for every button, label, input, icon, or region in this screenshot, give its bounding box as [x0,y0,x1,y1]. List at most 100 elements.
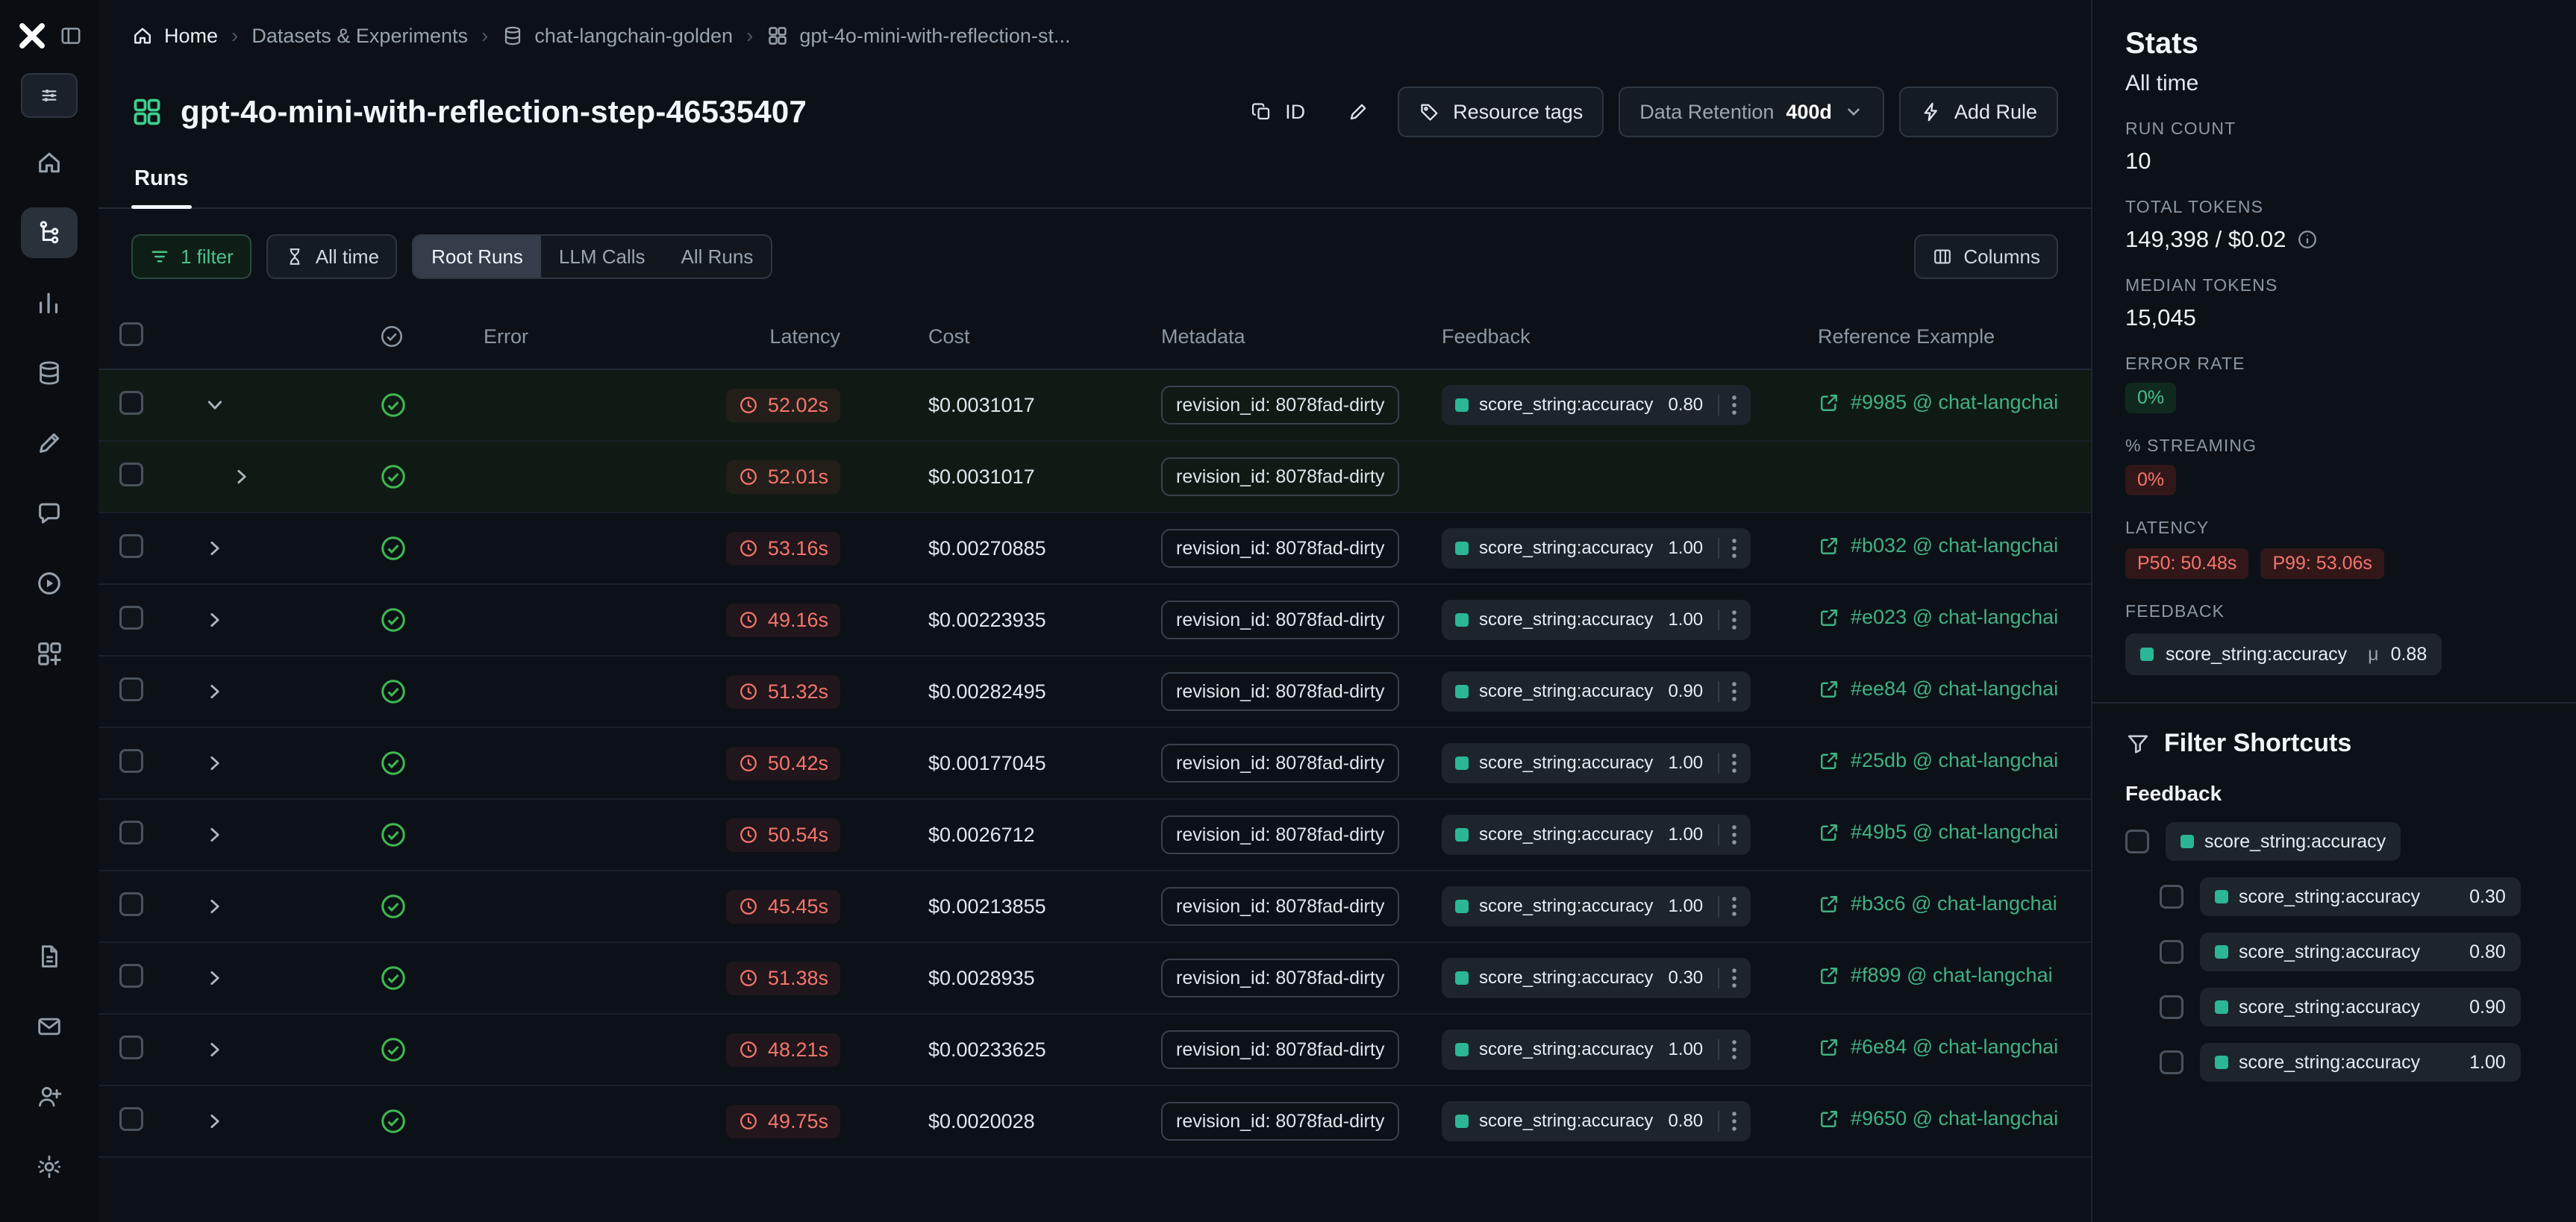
gear-icon[interactable] [21,1141,78,1192]
feedback-badge[interactable]: score_string:accuracy 1.00 [1442,1030,1751,1070]
kebab-menu-icon[interactable] [1718,395,1737,416]
row-checkbox[interactable] [119,892,143,916]
columns-button[interactable]: Columns [1914,234,2058,279]
column-header-feedback[interactable]: Feedback [1442,325,1531,348]
info-icon[interactable] [2296,228,2319,251]
mail-icon[interactable] [21,1001,78,1052]
kebab-menu-icon[interactable] [1718,681,1737,702]
table-row[interactable]: 52.01s $0.0031017 revision_id: 8078fad-d… [99,442,2091,513]
select-all-checkbox[interactable] [119,322,143,346]
expand-chevron-icon[interactable] [224,459,260,495]
reference-link[interactable]: #f899 @ chat-langchai [1818,964,2053,987]
feedback-badge[interactable]: score_string:accuracy 1.00 [1442,600,1751,640]
kebab-menu-icon[interactable] [1718,538,1737,559]
row-checkbox[interactable] [119,748,143,773]
segment-llm-calls[interactable]: LLM Calls [558,245,645,268]
expand-chevron-icon[interactable] [197,1103,233,1139]
reference-link[interactable]: #e023 @ chat-langchai [1818,606,2058,629]
tab-runs[interactable]: Runs [131,166,193,208]
column-header-metadata[interactable]: Metadata [1161,325,1245,348]
row-checkbox[interactable] [119,820,143,845]
column-header-reference[interactable]: Reference Example [1818,325,1995,348]
kebab-menu-icon[interactable] [1718,896,1737,917]
reference-link[interactable]: #ee84 @ chat-langchai [1818,677,2058,701]
expand-chevron-icon[interactable] [197,387,233,423]
reference-link[interactable]: #9650 @ chat-langchai [1818,1107,2058,1130]
filter-checkbox[interactable] [2160,885,2183,909]
breadcrumb-home[interactable]: Home [131,25,218,48]
feedback-badge[interactable]: score_string:accuracy 0.80 [1442,1101,1751,1141]
table-row[interactable]: 45.45s $0.00213855 revision_id: 8078fad-… [99,871,2091,943]
expand-chevron-icon[interactable] [197,530,233,566]
row-checkbox[interactable] [119,390,143,415]
expand-chevron-icon[interactable] [197,674,233,709]
segment-all-runs[interactable]: All Runs [681,245,754,268]
message-icon[interactable] [21,488,78,539]
expand-chevron-icon[interactable] [197,889,233,924]
feedback-badge[interactable]: score_string:accuracy 1.00 [1442,528,1751,568]
table-row[interactable]: 50.42s $0.00177045 revision_id: 8078fad-… [99,728,2091,800]
copy-id-button[interactable]: ID [1237,87,1319,137]
expand-chevron-icon[interactable] [197,817,233,853]
reference-link[interactable]: #6e84 @ chat-langchai [1818,1035,2058,1059]
table-row[interactable]: 50.54s $0.0026712 revision_id: 8078fad-d… [99,800,2091,871]
table-row[interactable]: 49.16s $0.00223935 revision_id: 8078fad-… [99,585,2091,657]
kebab-menu-icon[interactable] [1718,968,1737,988]
table-row[interactable]: 51.38s $0.0028935 revision_id: 8078fad-d… [99,943,2091,1015]
reference-link[interactable]: #b3c6 @ chat-langchai [1818,892,2057,915]
chart-icon[interactable] [21,278,78,328]
kebab-menu-icon[interactable] [1718,1111,1737,1132]
filter-checkbox[interactable] [2160,1050,2183,1074]
filter-count-button[interactable]: 1 filter [131,234,251,279]
feedback-badge[interactable]: score_string:accuracy 1.00 [1442,815,1751,855]
time-range-button[interactable]: All time [266,234,398,279]
expand-chevron-icon[interactable] [197,602,233,638]
column-header-cost[interactable]: Cost [928,325,970,348]
row-checkbox[interactable] [119,462,143,486]
segment-root-runs[interactable]: Root Runs [413,236,541,278]
pencil-icon[interactable] [21,418,78,469]
home-icon[interactable] [21,137,78,188]
play-circle-icon[interactable] [21,558,78,609]
row-checkbox[interactable] [119,677,143,701]
row-checkbox[interactable] [119,533,143,558]
feedback-badge[interactable]: score_string:accuracy 0.90 [1442,671,1751,712]
document-icon[interactable] [21,931,78,982]
table-row[interactable]: 51.32s $0.00282495 revision_id: 8078fad-… [99,657,2091,728]
kebab-menu-icon[interactable] [1718,610,1737,630]
breadcrumb-experiment[interactable]: gpt-4o-mini-with-reflection-st... [766,25,1070,48]
table-row[interactable]: 49.75s $0.0020028 revision_id: 8078fad-d… [99,1086,2091,1158]
column-header-latency[interactable]: Latency [769,325,840,348]
quick-filters-icon[interactable] [21,73,78,118]
reference-link[interactable]: #49b5 @ chat-langchai [1818,821,2058,844]
panel-collapse-icon[interactable] [59,24,83,48]
feedback-badge[interactable]: score_string:accuracy 1.00 [1442,886,1751,927]
add-rule-button[interactable]: Add Rule [1898,87,2058,137]
row-checkbox[interactable] [119,963,143,988]
feedback-badge[interactable]: score_string:accuracy 0.80 [1442,385,1751,425]
feedback-badge[interactable]: score_string:accuracy 0.30 [1442,958,1751,998]
row-checkbox[interactable] [119,1035,143,1059]
person-plus-icon[interactable] [21,1071,78,1122]
reference-link[interactable]: #9985 @ chat-langchai [1818,391,2058,414]
row-checkbox[interactable] [119,1106,143,1131]
puzzle-apps-icon[interactable] [21,628,78,679]
filter-checkbox[interactable] [2160,940,2183,964]
reference-link[interactable]: #b032 @ chat-langchai [1818,534,2058,557]
expand-chevron-icon[interactable] [197,1032,233,1068]
expand-chevron-icon[interactable] [197,745,233,781]
tracing-tree-icon[interactable] [21,207,78,258]
filter-checkbox[interactable] [2125,830,2149,853]
row-checkbox[interactable] [119,605,143,630]
table-row[interactable]: 53.16s $0.00270885 revision_id: 8078fad-… [99,513,2091,585]
column-header-error[interactable]: Error [484,325,528,348]
table-row[interactable]: 48.21s $0.00233625 revision_id: 8078fad-… [99,1015,2091,1086]
resource-tags-button[interactable]: Resource tags [1398,87,1604,137]
reference-link[interactable]: #25db @ chat-langchai [1818,749,2058,772]
expand-chevron-icon[interactable] [197,960,233,996]
edit-title-button[interactable] [1334,87,1383,137]
kebab-menu-icon[interactable] [1718,824,1737,845]
filter-checkbox[interactable] [2160,995,2183,1019]
kebab-menu-icon[interactable] [1718,753,1737,774]
feedback-badge[interactable]: score_string:accuracy 1.00 [1442,743,1751,783]
